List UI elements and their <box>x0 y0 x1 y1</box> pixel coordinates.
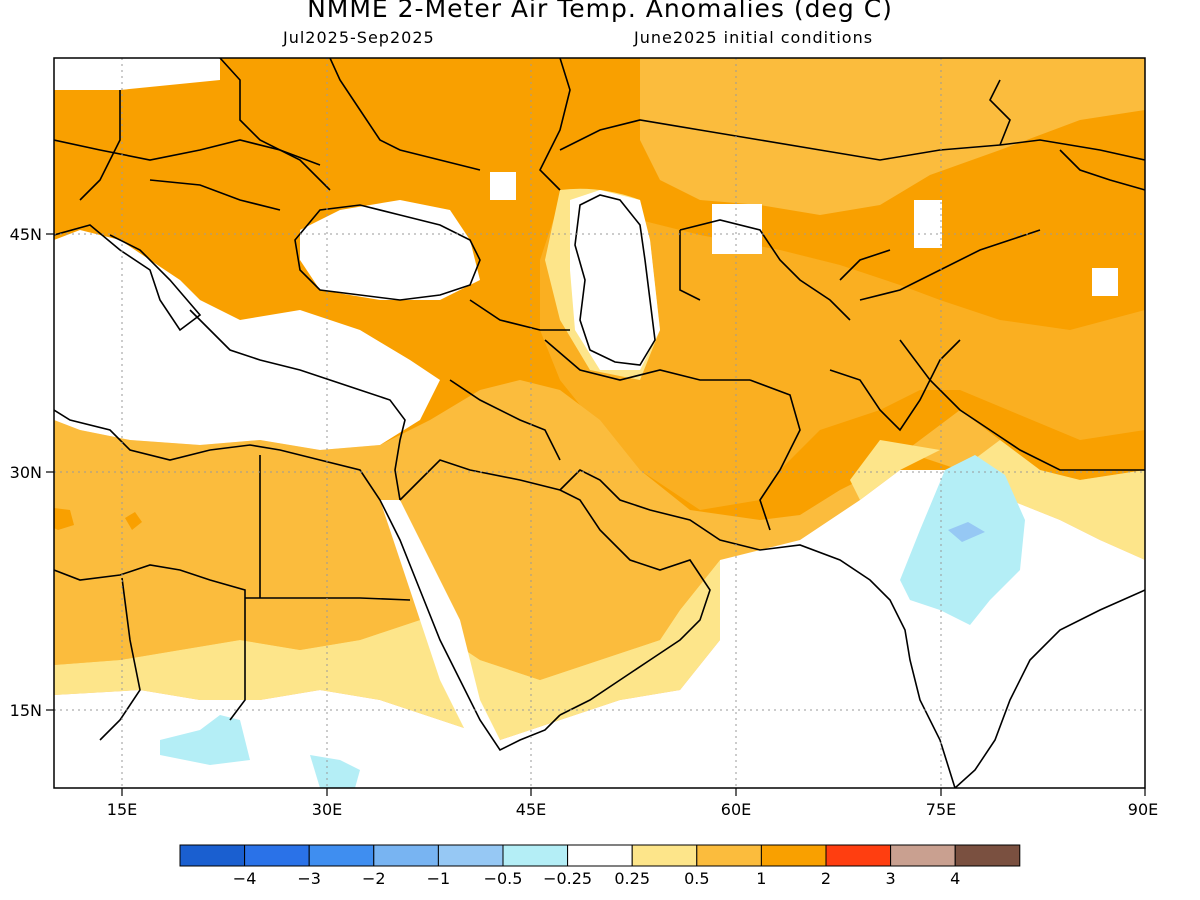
valid-period-label: Jul2025-Sep2025 <box>283 28 435 47</box>
map-frame <box>53 57 1146 789</box>
field-white-red-sea <box>380 500 500 740</box>
colorbar-label: −3 <box>297 869 321 888</box>
colorbar-swatch <box>373 844 439 867</box>
field-white-black-sea <box>300 200 480 300</box>
anomaly-fields <box>54 58 1145 788</box>
lat-label: 30N <box>10 463 42 482</box>
colorbar: −4 −3 −2 −1 −0.5 −0.25 0.25 0.5 1 2 3 4 <box>179 844 1021 888</box>
colorbar-label: −0.25 <box>543 869 592 888</box>
field-blue-india-core <box>948 522 985 542</box>
field-orange-libya <box>54 508 74 530</box>
colorbar-label: −1 <box>427 869 451 888</box>
field-pale-pakistan <box>850 440 940 500</box>
field-white-indian-ocean <box>54 470 1145 788</box>
colorbar-label: −4 <box>233 869 257 888</box>
graticule <box>54 58 1145 788</box>
colorbar-swatch <box>567 844 633 867</box>
coastlines <box>54 58 1145 788</box>
field-orange-libya-small <box>125 512 142 530</box>
field-white-volga <box>490 172 516 200</box>
latitude-labels: 45N 30N 15N <box>10 225 42 720</box>
field-pale-south <box>54 560 720 740</box>
colorbar-swatch <box>502 844 569 867</box>
initial-conditions-label: June2025 initial conditions <box>634 28 874 47</box>
colorbar-label: −2 <box>362 869 386 888</box>
colorbar-swatch <box>890 844 956 867</box>
colorbar-swatch <box>308 844 375 867</box>
lat-label: 15N <box>10 701 42 720</box>
lon-label: 90E <box>1128 800 1158 819</box>
lat-label: 45N <box>10 225 42 244</box>
field-light-blue-sudan <box>310 755 360 788</box>
field-pale-himalaya <box>960 440 1145 560</box>
field-white-lake <box>1092 268 1118 296</box>
colorbar-swatch <box>825 844 892 867</box>
colorbar-label: 4 <box>950 869 960 888</box>
field-white-caspian <box>570 190 660 370</box>
axis-ticks <box>46 233 1146 796</box>
lon-label: 75E <box>926 800 956 819</box>
lon-label: 45E <box>516 800 546 819</box>
colorbar-swatch <box>760 844 827 867</box>
colorbar-label: 1 <box>756 869 766 888</box>
colorbar-label: 0.25 <box>614 869 650 888</box>
colorbar-label: 2 <box>821 869 831 888</box>
colorbar-swatch <box>696 844 762 867</box>
lon-label: 60E <box>721 800 751 819</box>
field-light-orange-central-asia <box>640 58 1145 215</box>
colorbar-label: 0.5 <box>684 869 709 888</box>
lon-label: 30E <box>312 800 342 819</box>
field-white-balkhash <box>914 200 942 248</box>
field-white-mediterranean <box>54 230 440 450</box>
colorbar-swatch <box>179 844 246 867</box>
colorbar-swatch <box>631 844 698 867</box>
field-white-scandinavia <box>54 58 220 90</box>
field-light-orange-iran <box>540 200 1145 510</box>
map-title: NMME 2-Meter Air Temp. Anomalies (deg C) <box>307 0 893 23</box>
lon-label: 15E <box>107 800 137 819</box>
longitude-labels: 15E 30E 45E 60E 75E 90E <box>107 800 1158 819</box>
colorbar-swatch <box>244 844 310 867</box>
colorbar-swatch <box>437 844 504 867</box>
colorbar-swatch <box>954 844 1021 867</box>
field-light-blue-chad <box>160 715 250 765</box>
colorbar-label: −0.5 <box>484 869 523 888</box>
colorbar-label: 3 <box>886 869 896 888</box>
